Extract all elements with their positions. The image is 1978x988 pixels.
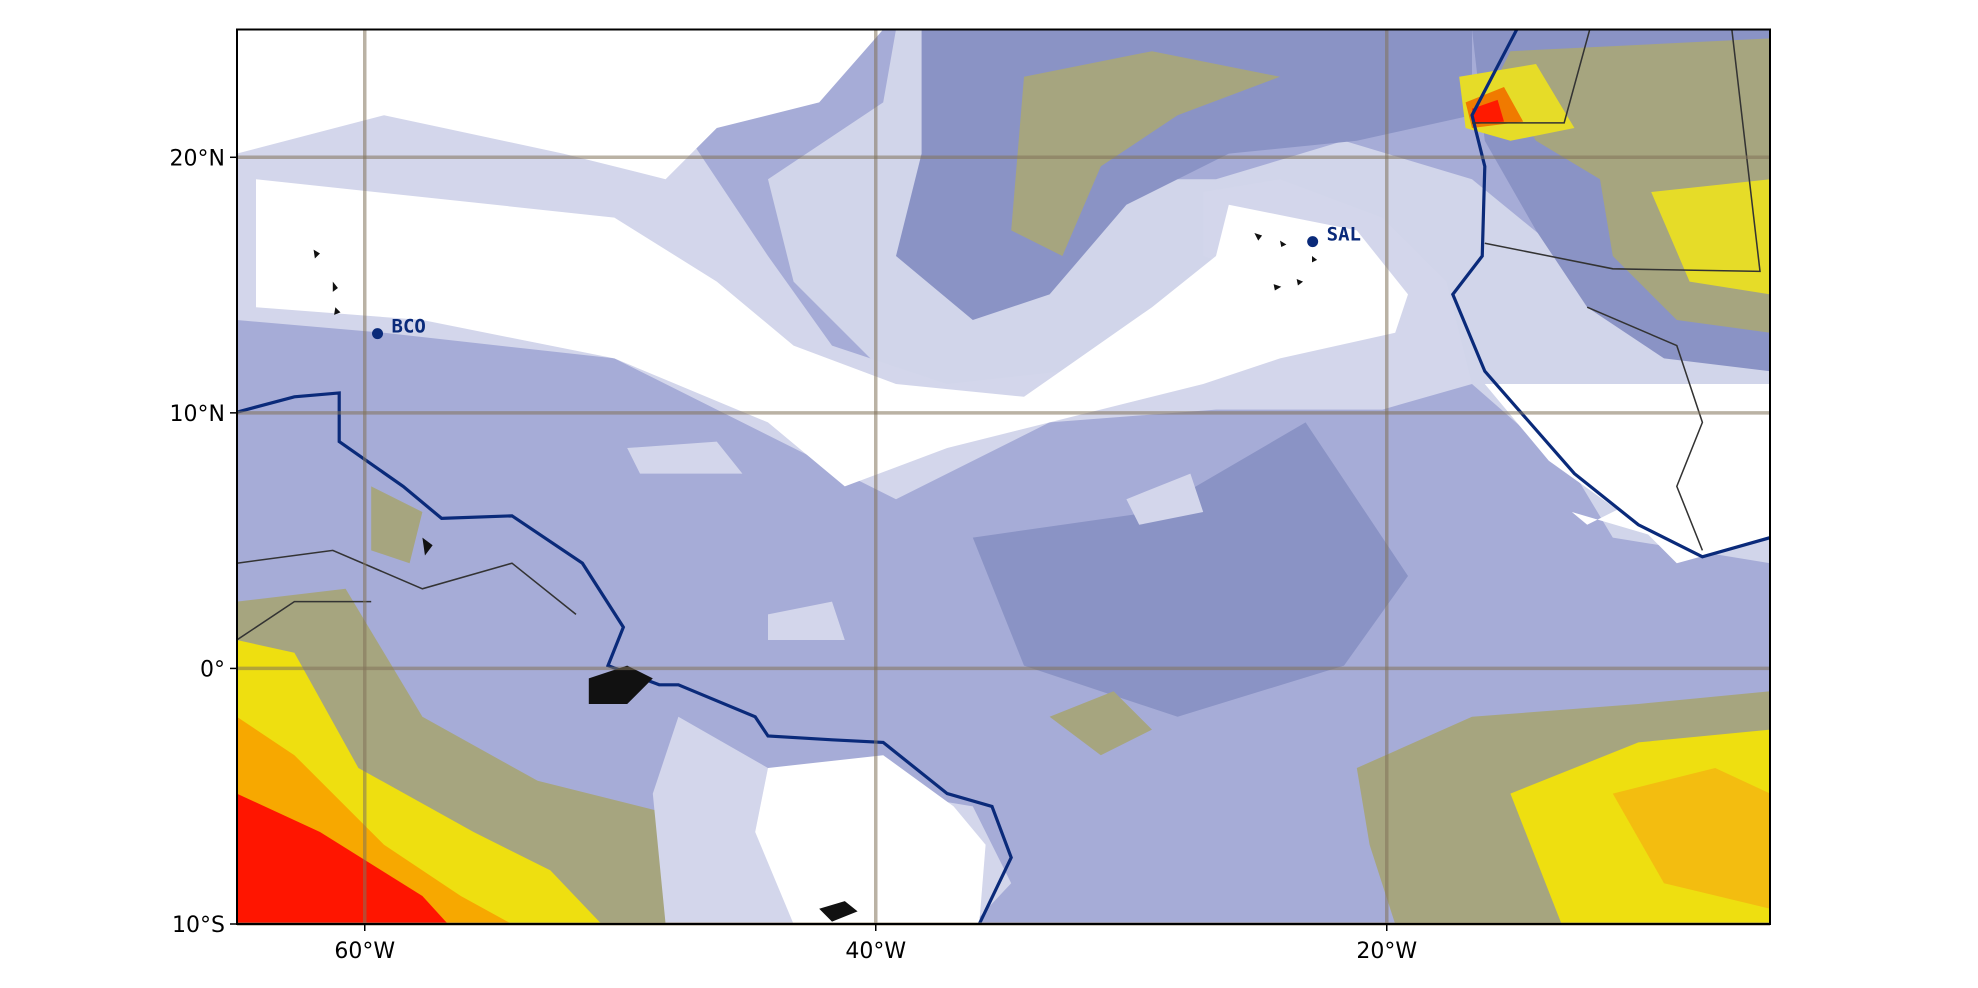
x-tick-label: 20°W — [1356, 939, 1417, 964]
ticks: 60°W 40°W 20°W 10°S 0° 10°N 20°N — [170, 146, 1418, 964]
y-tick-label: 0° — [200, 657, 225, 682]
station-marker — [372, 328, 384, 340]
stations: BCO SAL — [372, 224, 1361, 340]
station-label: BCO — [392, 316, 426, 338]
y-tick-label: 10°S — [172, 913, 225, 938]
map-field — [236, 29, 1771, 925]
map-frame — [236, 28, 1771, 925]
y-tick-label: 10°N — [170, 402, 225, 427]
y-tick-label: 20°N — [170, 146, 225, 171]
x-tick-label: 40°W — [845, 939, 906, 964]
x-tick-label: 60°W — [334, 939, 395, 964]
station-marker — [1307, 236, 1319, 248]
station-label: SAL — [1327, 224, 1361, 246]
